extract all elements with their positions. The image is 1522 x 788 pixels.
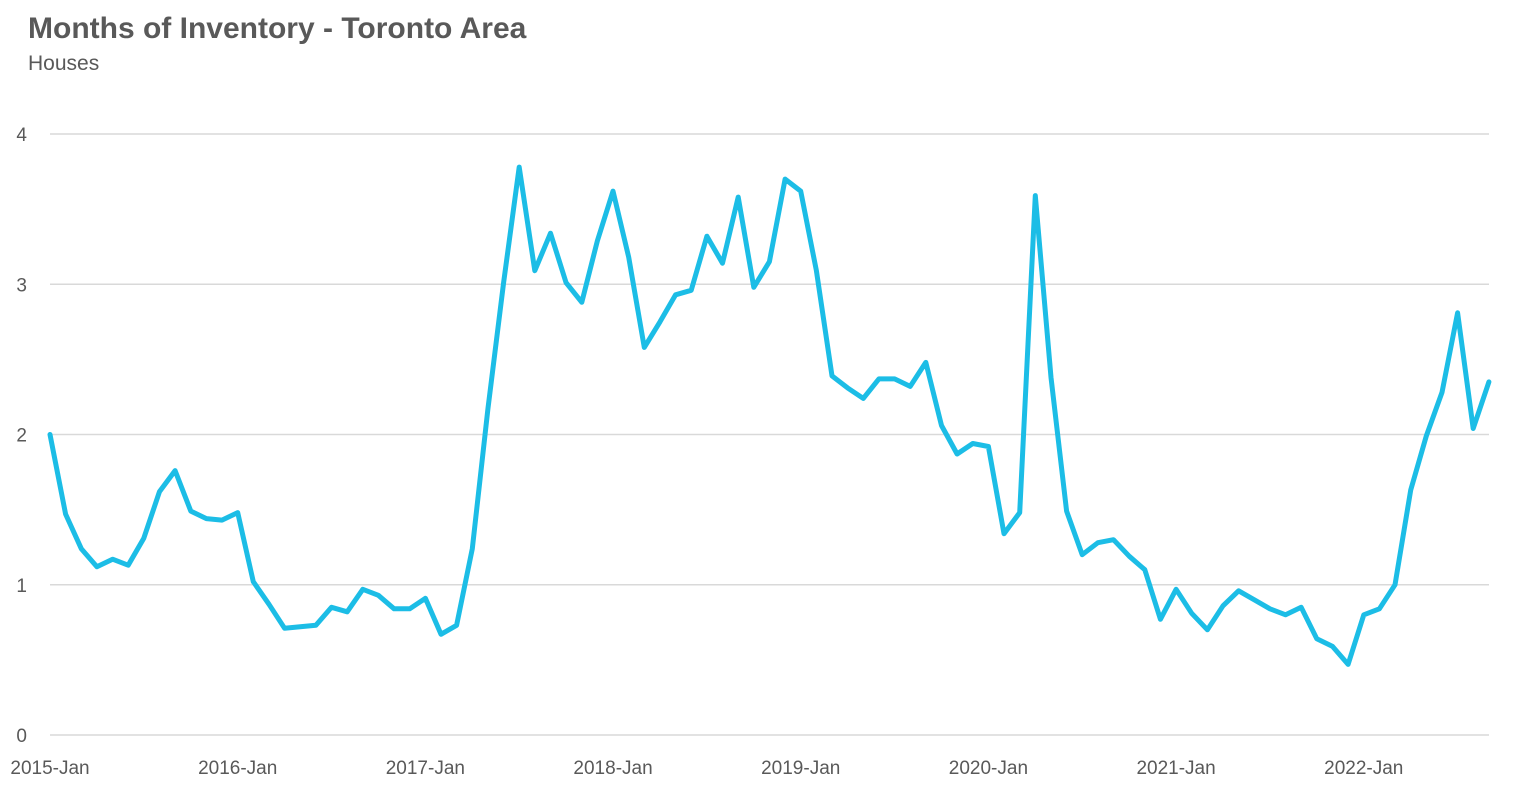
x-tick-label: 2016-Jan xyxy=(198,758,277,779)
y-tick-label: 1 xyxy=(16,576,27,597)
x-tick-label: 2022-Jan xyxy=(1324,758,1403,779)
y-tick-label: 0 xyxy=(16,726,27,747)
chart-subtitle: Houses xyxy=(28,52,100,75)
series-line-0 xyxy=(47,164,1492,667)
series-layer xyxy=(47,164,1492,667)
x-tick-label: 2019-Jan xyxy=(761,758,840,779)
x-tick-label: 2020-Jan xyxy=(949,758,1028,779)
y-axis-ticks: 0 1 2 3 4 xyxy=(16,125,27,747)
chart-title: Months of Inventory - Toronto Area xyxy=(28,12,527,45)
x-tick-label: 2015-Jan xyxy=(10,758,89,779)
x-axis-ticks: 2015-Jan 2016-Jan 2017-Jan 2018-Jan 2019-Jan… xyxy=(10,758,1403,779)
grid-lines xyxy=(50,133,1489,736)
x-tick-label: 2018-Jan xyxy=(573,758,652,779)
y-tick-label: 3 xyxy=(16,275,27,296)
x-tick-label: 2021-Jan xyxy=(1136,758,1215,779)
y-tick-label: 4 xyxy=(16,125,27,146)
x-tick-label: 2017-Jan xyxy=(386,758,465,779)
y-tick-label: 2 xyxy=(16,426,27,447)
